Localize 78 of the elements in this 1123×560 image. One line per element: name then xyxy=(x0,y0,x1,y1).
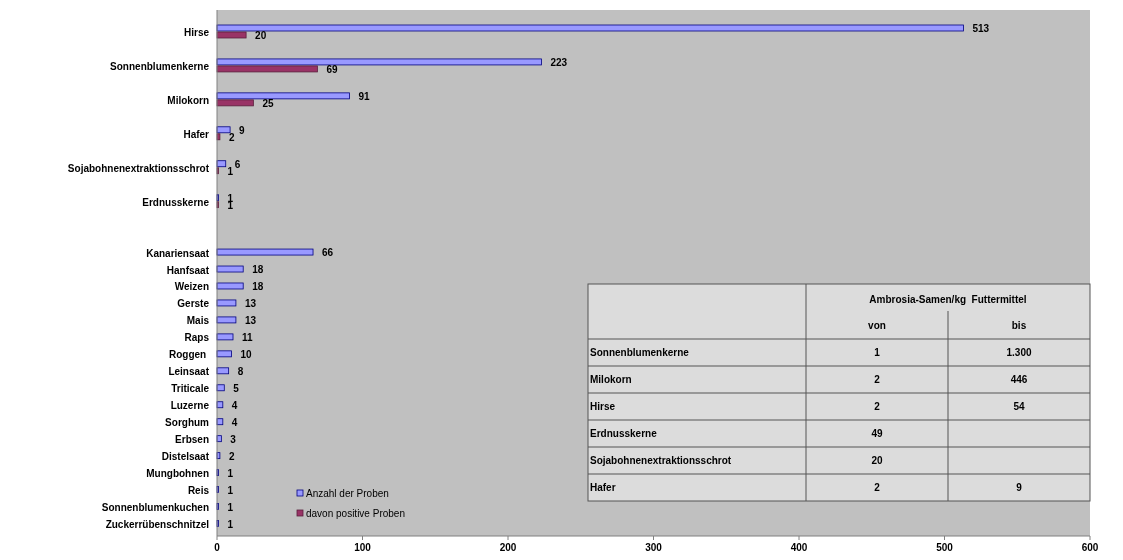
y-tick-label: Sonnenblumenkerne xyxy=(110,60,210,72)
data-label: 2 xyxy=(874,401,881,412)
category-label: Milokorn xyxy=(590,374,632,385)
y-tick-label: Roggen xyxy=(169,349,209,361)
data-label: 25 xyxy=(262,97,274,109)
y-tick-label: Hafer xyxy=(183,128,210,140)
y-tick-label: Mungbohnen xyxy=(146,468,209,480)
data-label: 2 xyxy=(874,482,881,493)
y-tick-label: Hirse xyxy=(183,27,210,38)
x-tick-label: 500 xyxy=(936,542,954,553)
data-label: 5 xyxy=(233,382,240,394)
data-label: 10 xyxy=(240,348,253,360)
x-tick-label: 600 xyxy=(1081,542,1099,553)
y-tick-label: Zuckerrübenschnitzel xyxy=(105,519,210,530)
y-tick-label: Sorghum xyxy=(165,417,210,429)
data-label: 6 xyxy=(234,158,241,170)
text: Ambrosia-Samen/kg Futtermittel xyxy=(869,294,1027,305)
data-label: 13 xyxy=(244,314,257,326)
x-tick-label: 400 xyxy=(790,542,808,553)
data-label: 9 xyxy=(239,124,246,136)
y-tick-label: Distelsaat xyxy=(161,451,210,463)
category-label: Hafer xyxy=(590,482,616,493)
category-label: Hirse xyxy=(590,401,616,412)
data-label: 20 xyxy=(871,455,883,466)
y-tick-label: Sojabohnenextraktionsschrot xyxy=(67,162,210,174)
y-tick-label: Milokorn xyxy=(167,94,209,106)
y-tick-label: Erdnusskerne xyxy=(142,196,210,208)
data-label: 66 xyxy=(322,247,334,259)
text: bis xyxy=(1011,320,1027,331)
data-label: 513 xyxy=(972,23,990,34)
y-tick-label: Hanfsaat xyxy=(166,264,210,276)
data-label: 1 xyxy=(227,165,234,177)
data-label: 20 xyxy=(255,30,267,41)
data-label: 1 xyxy=(227,501,234,513)
y-tick-label: Reis xyxy=(187,485,210,497)
data-label: 446 xyxy=(1010,374,1028,385)
y-tick-label: Mais xyxy=(186,315,210,327)
data-label: 2 xyxy=(228,131,235,143)
x-tick-label: 100 xyxy=(354,542,372,553)
x-tick-label: 200 xyxy=(499,542,517,553)
data-label: 223 xyxy=(550,56,568,68)
category-label: Erdnusskerne xyxy=(590,428,658,439)
data-label: 1.300 xyxy=(1006,347,1032,358)
series-label: von xyxy=(868,320,886,331)
data-label: 91 xyxy=(358,90,370,102)
category-label: Sonnenblumenkerne xyxy=(590,347,690,358)
y-tick-label: Raps xyxy=(184,332,210,344)
y-tick-label: Erbsen xyxy=(175,434,209,446)
y-tick-label: Sonnenblumenkuchen xyxy=(101,502,209,514)
y-tick-label: Triticale xyxy=(171,383,210,395)
data-label: 18 xyxy=(252,280,264,292)
data-label: 13 xyxy=(244,297,257,309)
data-label: 18 xyxy=(252,264,264,276)
data-label: 49 xyxy=(871,428,883,439)
legend-label: davon positive Proben xyxy=(306,508,405,519)
x-tick-label: 0 xyxy=(214,542,221,553)
data-label: 2 xyxy=(874,374,881,385)
data-label: 1 xyxy=(874,347,881,358)
data-label: 4 xyxy=(231,399,238,411)
data-label: 69 xyxy=(326,63,338,75)
data-label: 1 xyxy=(227,518,234,530)
data-label: 54 xyxy=(1013,401,1025,412)
category-label: Sojabohnenextraktionsschrot xyxy=(590,455,732,466)
data-label: 1 xyxy=(227,484,234,496)
y-tick-label: Kanariensaat xyxy=(146,247,210,259)
data-label: 3 xyxy=(230,433,237,445)
data-label: 4 xyxy=(231,416,238,428)
data-label: 9 xyxy=(1016,482,1023,493)
x-tick-label: 300 xyxy=(645,542,663,553)
data-label: 8 xyxy=(237,365,244,377)
y-tick-label: Leinsaat xyxy=(168,366,210,378)
data-label: 2 xyxy=(228,450,235,462)
y-tick-label: Luzerne xyxy=(170,400,210,412)
y-tick-label: Gerste xyxy=(177,298,210,310)
y-tick-label: Weizen xyxy=(174,281,209,293)
data-label: 11 xyxy=(242,331,254,343)
legend-label: Anzahl der Proben xyxy=(306,488,389,499)
data-label: 1 xyxy=(227,467,234,479)
